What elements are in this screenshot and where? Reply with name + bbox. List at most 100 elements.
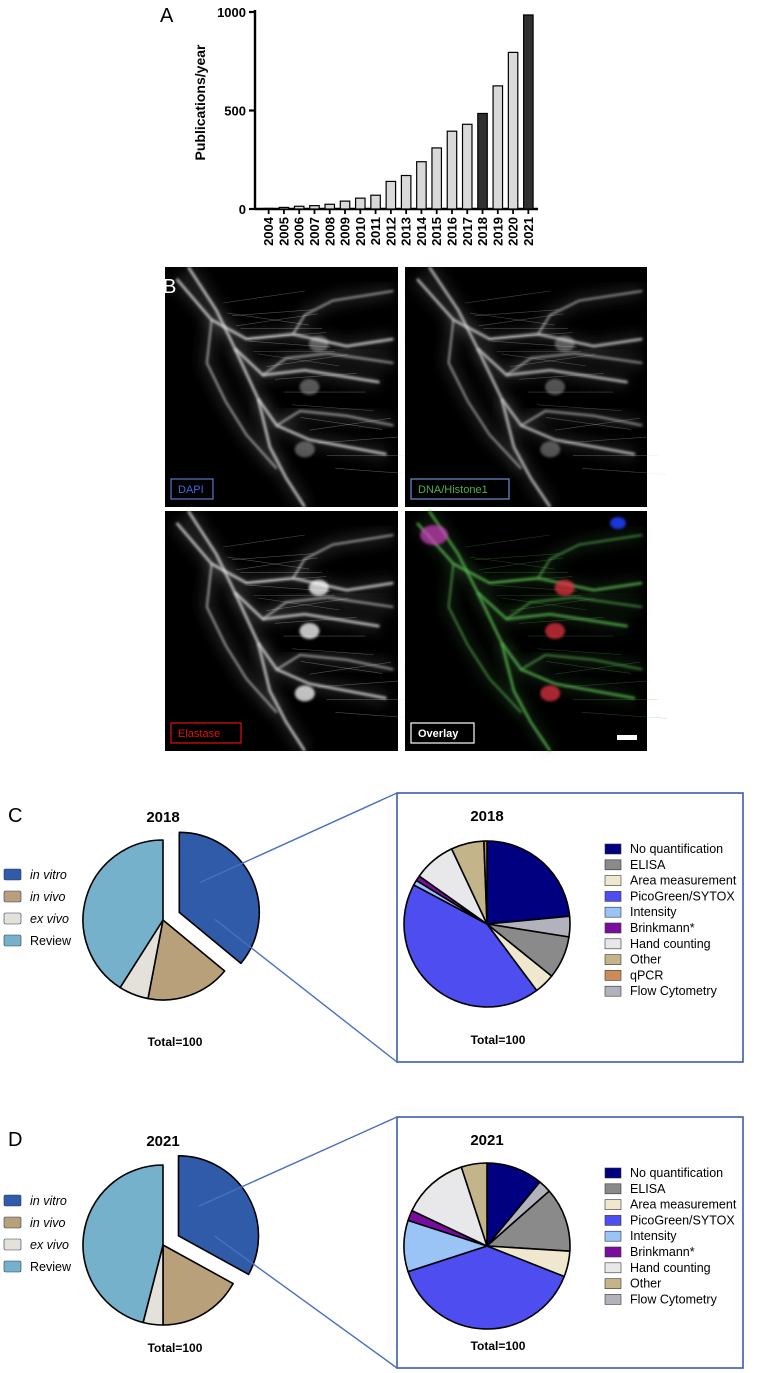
legend-swatch-hand-counting [604, 1262, 622, 1274]
micrograph-elastase: Elastase [165, 507, 417, 755]
pie-slice-no-quantification [486, 840, 571, 925]
legend-label-review: Review [30, 1260, 72, 1274]
fiber-texture [546, 417, 631, 430]
pie-slice-in-vivo [147, 919, 226, 1001]
fiber-texture [257, 597, 340, 611]
legend-swatch-in-vitro [3, 1194, 22, 1207]
fiber-texture [487, 576, 573, 583]
pie-slice-in-vitro [177, 1155, 260, 1276]
fiber-strand [447, 563, 522, 714]
fiber-strand [506, 596, 643, 620]
micrograph-label: Elastase [178, 728, 220, 740]
fiber-texture [519, 617, 604, 624]
bar-2018 [477, 112, 488, 210]
x-tick-label-2004: 2004 [261, 216, 276, 246]
bar-2005 [278, 206, 290, 210]
fiber-texture [292, 404, 374, 412]
zoom-connector-top [199, 792, 398, 884]
fiber-strand [428, 266, 628, 384]
pie-title: 2021 [470, 1132, 503, 1149]
fiber-strand [175, 522, 394, 592]
fiber-texture [554, 661, 640, 675]
legend-swatch-brinkmann [604, 1246, 622, 1258]
cell-cluster [294, 441, 315, 458]
pie-title: 2021 [146, 1133, 179, 1150]
micrograph-dapi: DAPI [165, 263, 417, 511]
pie-slice-picogreen-sytox [403, 884, 538, 1008]
legend-swatch-picogreen-sytox [604, 891, 622, 902]
legend-swatch-no-quantification [604, 1167, 622, 1179]
fiber-strand [276, 654, 394, 671]
micrograph-overlay: Overlay [405, 507, 667, 755]
fiber-texture [501, 597, 587, 611]
x-tick-label-2017: 2017 [460, 217, 475, 246]
bar-2004 [263, 207, 274, 210]
legend-swatch-other [604, 954, 622, 965]
cell-cluster [308, 335, 329, 352]
x-tick-label-2020: 2020 [506, 217, 521, 246]
fiber-strand [175, 278, 394, 348]
legend-swatch-other [604, 1278, 622, 1289]
micrograph-label-box [170, 478, 214, 500]
y-axis-title: Publications/year [192, 44, 208, 160]
total-label: Total=100 [471, 1339, 526, 1353]
legend-label-in-vivo: in vivo [30, 1216, 65, 1230]
fiber-texture [236, 557, 318, 571]
legend-swatch-elisa [604, 1183, 622, 1195]
legend-label-no-quantification: No quantification [630, 842, 723, 856]
bar-2008 [324, 203, 336, 210]
legend-swatch-intensity [604, 1230, 622, 1242]
x-tick-label-2018: 2018 [475, 217, 490, 246]
overlay-nucleus [420, 525, 449, 545]
legend-label-area-measurement: Area measurement [630, 1198, 737, 1212]
fiber-texture [554, 417, 640, 431]
fiber-texture [223, 290, 305, 304]
fiber-strand [500, 642, 552, 752]
x-tick-label-2009: 2009 [338, 217, 353, 246]
fiber-texture [474, 553, 560, 561]
legend-swatch-review [3, 1260, 22, 1273]
panel-letter-d: D [8, 1129, 22, 1151]
x-tick-label-2013: 2013 [399, 217, 414, 246]
pie-chart-2018-study-type: 2018 Total=100 in vitro in vivo ex vivo Revie… [3, 809, 261, 1049]
bar-2007 [309, 205, 320, 210]
fiber-texture [244, 576, 327, 583]
cell-cluster [540, 441, 561, 458]
cell-cluster [554, 335, 575, 352]
pie-slice-hand-counting [411, 1166, 488, 1247]
fiber-texture [300, 661, 383, 674]
legend-label-picogreen-sytox: PicoGreen/SYTOX [630, 889, 735, 903]
overlay-blue-cell [609, 517, 626, 529]
legend-label-elisa: ELISA [630, 1182, 666, 1196]
x-tick-label-2010: 2010 [353, 217, 368, 246]
fiber-texture [309, 417, 392, 431]
fiber-texture [335, 712, 417, 719]
panel-letter-a: A [160, 5, 174, 27]
legend-swatch-in-vivo [3, 1216, 22, 1229]
x-tick-label-2012: 2012 [383, 217, 398, 246]
x-tick-label-2008: 2008 [322, 217, 337, 246]
fiber-texture [487, 332, 573, 339]
legend-label-in-vitro: in vitro [30, 868, 67, 882]
scale-bar [617, 735, 637, 740]
bar-2006 [293, 205, 305, 210]
x-tick-label-2021: 2021 [521, 217, 536, 246]
fiber-texture [510, 354, 596, 367]
x-tick-label-2006: 2006 [292, 217, 307, 246]
x-tick-label-2007: 2007 [307, 217, 322, 246]
pie-slice-picogreen-sytox [407, 1245, 565, 1330]
fiber-strand [262, 596, 394, 620]
zoom-box [396, 792, 744, 1063]
pie-chart-2021-study-type: 2021 Total=100 in vitro in vivo ex vivo Revie… [3, 1133, 260, 1355]
fiber-texture [546, 661, 631, 674]
bar-2016 [446, 130, 458, 210]
fiber-strand [206, 563, 278, 714]
legend-label-brinkmann: Brinkmann* [630, 1245, 695, 1259]
micrograph-label-box [410, 478, 510, 500]
legend-swatch-flow-cytometry [604, 985, 622, 997]
legend-swatch-no-quantification [604, 843, 622, 855]
fiber-strand [520, 410, 643, 427]
cell-cluster [308, 579, 329, 596]
legend-label-ex-vivo: ex vivo [30, 1238, 69, 1252]
